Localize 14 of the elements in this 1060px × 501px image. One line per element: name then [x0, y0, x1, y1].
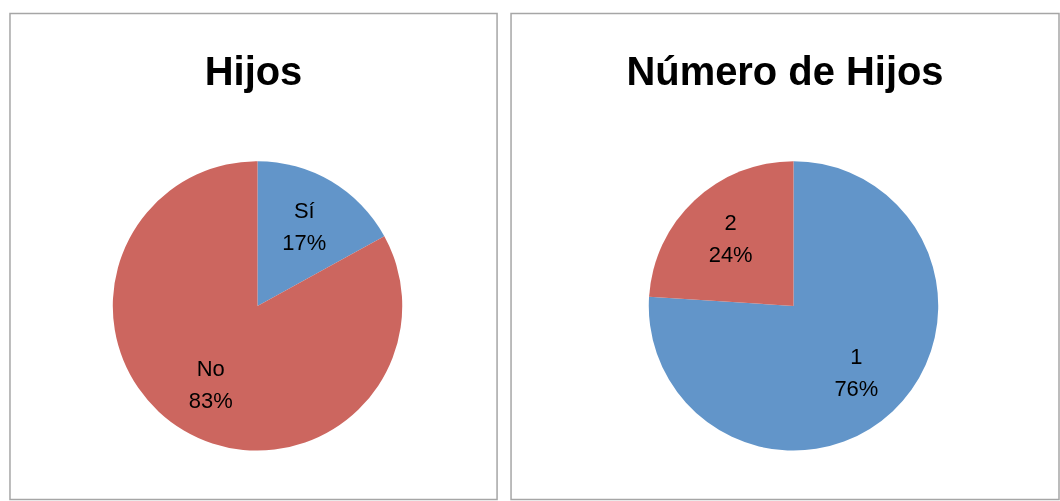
- data-label: 76%: [834, 375, 879, 401]
- data-label: 17%: [282, 229, 327, 255]
- slice-label: 2: [724, 209, 737, 235]
- pie-slice: [649, 161, 939, 451]
- pie-slice: [257, 161, 385, 306]
- slice-label: No: [196, 355, 225, 381]
- slice-label: Sí: [293, 197, 315, 223]
- slice-label: 1: [850, 343, 863, 369]
- chart-title: Número de Hijos: [626, 49, 944, 94]
- data-label: 83%: [188, 387, 233, 413]
- data-label: 24%: [708, 241, 753, 267]
- chart-title: Hijos: [204, 49, 303, 94]
- pie-slice: [112, 161, 403, 451]
- pie-slice: [649, 161, 794, 306]
